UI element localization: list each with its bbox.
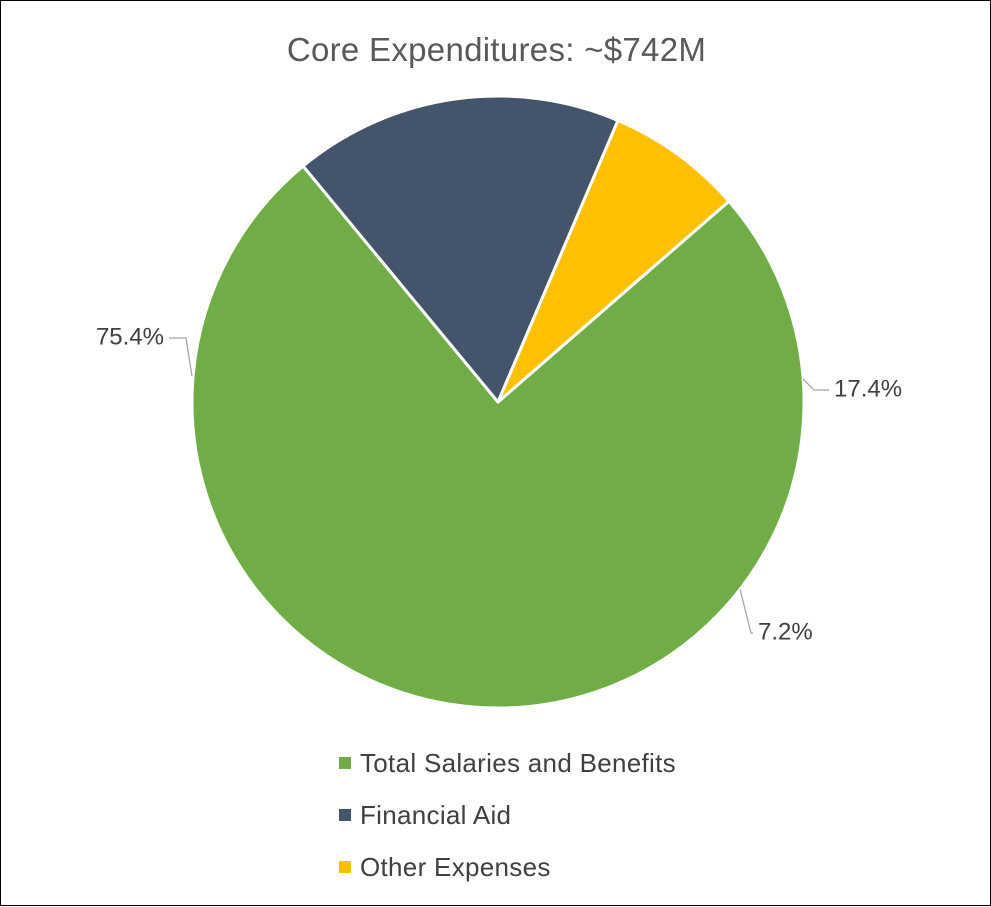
legend-label: Total Salaries and Benefits bbox=[360, 747, 676, 778]
legend-swatch bbox=[339, 757, 351, 769]
slice-total-salaries-and-benefits bbox=[190, 164, 806, 710]
leader-line bbox=[802, 378, 829, 391]
legend-label: Financial Aid bbox=[360, 799, 512, 830]
slice-other-expenses bbox=[496, 118, 731, 404]
legend-swatch bbox=[339, 861, 351, 873]
chart-title: Core Expenditures: ~$742M bbox=[286, 31, 707, 68]
leader-lines bbox=[169, 337, 829, 634]
legend-label: Other Expenses bbox=[360, 851, 551, 882]
data-labels: 75.4% 17.4% 7.2% bbox=[96, 323, 902, 645]
legend-swatch bbox=[339, 809, 351, 821]
leader-line bbox=[739, 588, 753, 634]
legend: Total Salaries and Benefits Financial Ai… bbox=[339, 737, 676, 893]
legend-item-other-expenses: Other Expenses bbox=[339, 841, 676, 893]
leader-line bbox=[169, 337, 193, 377]
data-label-other-expenses: 7.2% bbox=[758, 618, 813, 645]
slice-financial-aid bbox=[301, 94, 620, 404]
legend-item-total-salaries-and-benefits: Total Salaries and Benefits bbox=[339, 737, 676, 789]
data-label-total-salaries-and-benefits: 75.4% bbox=[96, 323, 164, 350]
data-label-financial-aid: 17.4% bbox=[834, 375, 902, 402]
legend-item-financial-aid: Financial Aid bbox=[339, 789, 676, 841]
pie-slices bbox=[190, 94, 806, 710]
